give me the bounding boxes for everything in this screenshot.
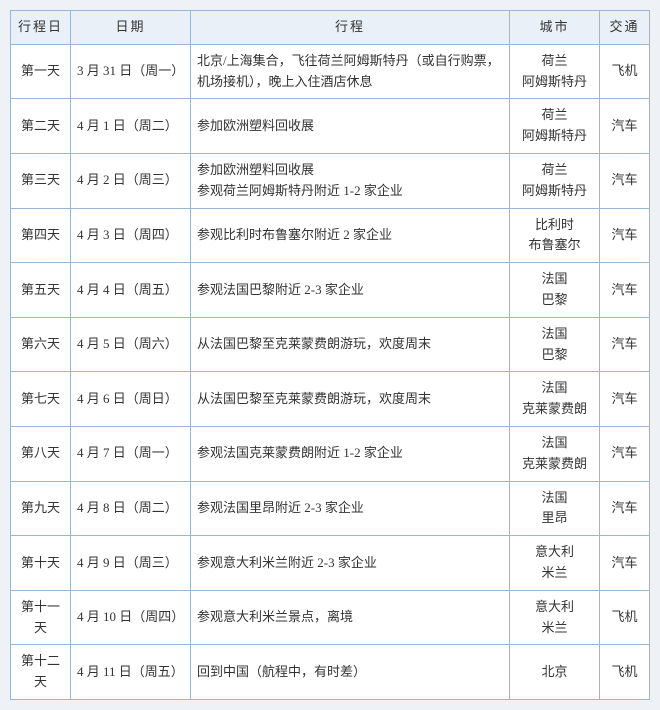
- cell-plan: 参加欧洲塑料回收展 参观荷兰阿姆斯特丹附近 1-2 家企业: [191, 153, 510, 208]
- cell-day: 第五天: [11, 263, 71, 318]
- cell-plan: 参观法国巴黎附近 2-3 家企业: [191, 263, 510, 318]
- cell-transport: 飞机: [600, 590, 650, 645]
- cell-transport: 汽车: [600, 263, 650, 318]
- table-row: 第五天4 月 4 日（周五）参观法国巴黎附近 2-3 家企业法国 巴黎汽车: [11, 263, 650, 318]
- cell-date: 3 月 31 日（周一）: [71, 44, 191, 99]
- cell-transport: 汽车: [600, 481, 650, 536]
- cell-plan: 参观意大利米兰附近 2-3 家企业: [191, 536, 510, 591]
- table-header: 行程日 日期 行程 城市 交通: [11, 11, 650, 45]
- cell-day: 第七天: [11, 372, 71, 427]
- table-row: 第十二天4 月 11 日（周五）回到中国（航程中，有时差）北京飞机: [11, 645, 650, 700]
- cell-city: 法国 巴黎: [510, 263, 600, 318]
- cell-day: 第二天: [11, 99, 71, 154]
- cell-city: 法国 巴黎: [510, 317, 600, 372]
- col-transport: 交通: [600, 11, 650, 45]
- cell-plan: 从法国巴黎至克莱蒙费朗游玩，欢度周末: [191, 372, 510, 427]
- cell-transport: 汽车: [600, 536, 650, 591]
- cell-plan: 参观法国克莱蒙费朗附近 1-2 家企业: [191, 426, 510, 481]
- cell-date: 4 月 9 日（周三）: [71, 536, 191, 591]
- cell-day: 第八天: [11, 426, 71, 481]
- cell-date: 4 月 3 日（周四）: [71, 208, 191, 263]
- col-city: 城市: [510, 11, 600, 45]
- cell-day: 第六天: [11, 317, 71, 372]
- cell-city: 荷兰 阿姆斯特丹: [510, 99, 600, 154]
- cell-day: 第一天: [11, 44, 71, 99]
- cell-city: 荷兰 阿姆斯特丹: [510, 153, 600, 208]
- cell-transport: 汽车: [600, 208, 650, 263]
- table-body: 第一天3 月 31 日（周一）北京/上海集合，飞往荷兰阿姆斯特丹（或自行购票，机…: [11, 44, 650, 699]
- cell-plan: 北京/上海集合，飞往荷兰阿姆斯特丹（或自行购票，机场接机），晚上入住酒店休息: [191, 44, 510, 99]
- cell-date: 4 月 7 日（周一）: [71, 426, 191, 481]
- cell-day: 第四天: [11, 208, 71, 263]
- cell-date: 4 月 4 日（周五）: [71, 263, 191, 318]
- cell-city: 法国 里昂: [510, 481, 600, 536]
- cell-transport: 汽车: [600, 372, 650, 427]
- table-row: 第三天4 月 2 日（周三）参加欧洲塑料回收展 参观荷兰阿姆斯特丹附近 1-2 …: [11, 153, 650, 208]
- cell-date: 4 月 8 日（周二）: [71, 481, 191, 536]
- table-row: 第七天4 月 6 日（周日）从法国巴黎至克莱蒙费朗游玩，欢度周末法国 克莱蒙费朗…: [11, 372, 650, 427]
- cell-day: 第九天: [11, 481, 71, 536]
- cell-city: 比利时 布鲁塞尔: [510, 208, 600, 263]
- cell-day: 第三天: [11, 153, 71, 208]
- cell-date: 4 月 10 日（周四）: [71, 590, 191, 645]
- cell-plan: 从法国巴黎至克莱蒙费朗游玩，欢度周末: [191, 317, 510, 372]
- cell-day: 第十天: [11, 536, 71, 591]
- cell-city: 意大利 米兰: [510, 536, 600, 591]
- cell-transport: 汽车: [600, 153, 650, 208]
- cell-plan: 回到中国（航程中，有时差）: [191, 645, 510, 700]
- cell-day: 第十一天: [11, 590, 71, 645]
- table-row: 第九天4 月 8 日（周二）参观法国里昂附近 2-3 家企业法国 里昂汽车: [11, 481, 650, 536]
- table-row: 第二天4 月 1 日（周二）参加欧洲塑料回收展荷兰 阿姆斯特丹汽车: [11, 99, 650, 154]
- table-row: 第一天3 月 31 日（周一）北京/上海集合，飞往荷兰阿姆斯特丹（或自行购票，机…: [11, 44, 650, 99]
- cell-date: 4 月 1 日（周二）: [71, 99, 191, 154]
- cell-city: 法国 克莱蒙费朗: [510, 372, 600, 427]
- cell-day: 第十二天: [11, 645, 71, 700]
- table-row: 第十天4 月 9 日（周三）参观意大利米兰附近 2-3 家企业意大利 米兰汽车: [11, 536, 650, 591]
- col-plan: 行程: [191, 11, 510, 45]
- cell-plan: 参观法国里昂附近 2-3 家企业: [191, 481, 510, 536]
- cell-date: 4 月 11 日（周五）: [71, 645, 191, 700]
- col-day: 行程日: [11, 11, 71, 45]
- cell-city: 北京: [510, 645, 600, 700]
- table-row: 第四天4 月 3 日（周四）参观比利时布鲁塞尔附近 2 家企业比利时 布鲁塞尔汽…: [11, 208, 650, 263]
- table-row: 第十一天4 月 10 日（周四）参观意大利米兰景点，离境意大利 米兰飞机: [11, 590, 650, 645]
- table-row: 第八天4 月 7 日（周一）参观法国克莱蒙费朗附近 1-2 家企业法国 克莱蒙费…: [11, 426, 650, 481]
- cell-city: 法国 克莱蒙费朗: [510, 426, 600, 481]
- cell-transport: 汽车: [600, 99, 650, 154]
- cell-transport: 飞机: [600, 44, 650, 99]
- cell-date: 4 月 6 日（周日）: [71, 372, 191, 427]
- cell-city: 荷兰 阿姆斯特丹: [510, 44, 600, 99]
- cell-transport: 汽车: [600, 426, 650, 481]
- cell-date: 4 月 5 日（周六）: [71, 317, 191, 372]
- cell-transport: 飞机: [600, 645, 650, 700]
- itinerary-table: 行程日 日期 行程 城市 交通 第一天3 月 31 日（周一）北京/上海集合，飞…: [10, 10, 650, 700]
- cell-plan: 参观比利时布鲁塞尔附近 2 家企业: [191, 208, 510, 263]
- cell-city: 意大利 米兰: [510, 590, 600, 645]
- col-date: 日期: [71, 11, 191, 45]
- cell-plan: 参加欧洲塑料回收展: [191, 99, 510, 154]
- cell-date: 4 月 2 日（周三）: [71, 153, 191, 208]
- table-row: 第六天4 月 5 日（周六）从法国巴黎至克莱蒙费朗游玩，欢度周末法国 巴黎汽车: [11, 317, 650, 372]
- cell-transport: 汽车: [600, 317, 650, 372]
- cell-plan: 参观意大利米兰景点，离境: [191, 590, 510, 645]
